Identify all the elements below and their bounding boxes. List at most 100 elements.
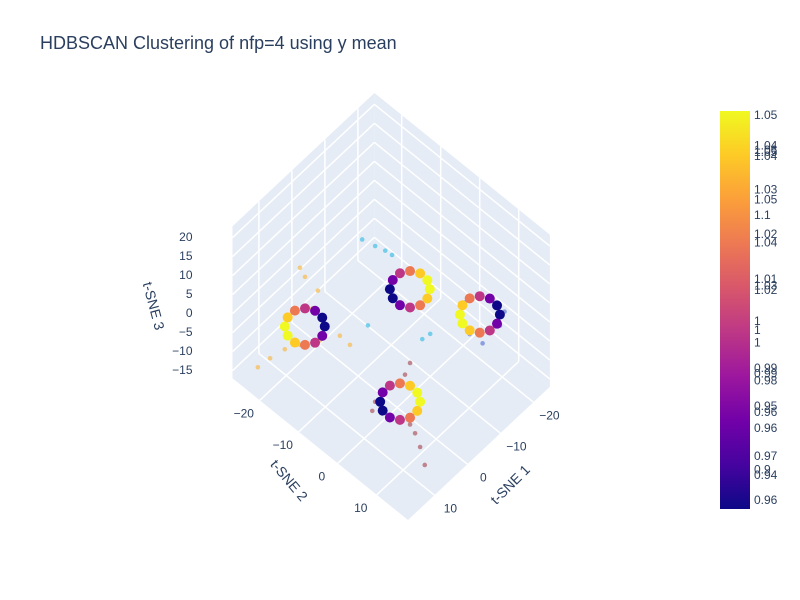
- y-tick-label: 0: [318, 469, 325, 483]
- point: [492, 318, 503, 329]
- point: [289, 305, 300, 316]
- colorbar-tick-label: 0.99: [754, 361, 778, 375]
- point: [382, 248, 388, 253]
- point: [282, 312, 293, 323]
- point: [377, 387, 388, 398]
- point: [464, 325, 475, 336]
- x-axis-title: t-SNE 1: [487, 461, 533, 507]
- point: [365, 323, 371, 328]
- x-tick-label: −10: [506, 439, 527, 453]
- point: [267, 355, 273, 361]
- point: [302, 274, 308, 280]
- colorbar-tick-label: 0.97: [754, 449, 778, 463]
- point: [422, 293, 433, 304]
- point: [387, 275, 398, 286]
- colorbar-tick-label: 1: [754, 323, 761, 337]
- colorbar-tick-label: 0.98: [754, 373, 778, 387]
- z-tick-label: 0: [186, 306, 193, 320]
- colorbar-tick-label: 0.96: [754, 493, 778, 507]
- point: [457, 318, 468, 329]
- point: [405, 302, 416, 313]
- point: [412, 405, 423, 416]
- colorbar-tick-label: 1.02: [754, 227, 778, 241]
- colorbar-tick-label: 0.95: [754, 399, 778, 413]
- point: [422, 275, 433, 286]
- colorbar-tick-label: 0.94: [754, 468, 778, 482]
- point: [480, 341, 485, 346]
- z-tick-label: −15: [172, 363, 193, 377]
- point: [405, 412, 416, 423]
- chart-title: HDBSCAN Clustering of nfp=4 using y mean: [40, 33, 397, 53]
- grid-line: [231, 217, 375, 353]
- y-tick-label: 10: [354, 501, 368, 515]
- grid-line: [373, 198, 551, 342]
- grid-line: [231, 198, 375, 334]
- point: [454, 309, 465, 320]
- colorbar-tick-label: 0.9: [754, 462, 771, 476]
- point: [484, 325, 495, 336]
- point: [424, 284, 435, 295]
- point: [375, 396, 386, 407]
- point: [415, 300, 426, 311]
- z-tick-label: 20: [179, 230, 193, 244]
- grid-line: [337, 329, 481, 464]
- grid-line: [258, 352, 435, 496]
- point: [282, 347, 288, 352]
- colorbar-tick-label: 1.01: [754, 272, 778, 286]
- grid-line: [373, 179, 551, 323]
- z-tick-label: 15: [179, 249, 193, 263]
- wall-pane: [232, 92, 375, 379]
- colorbar: [720, 111, 750, 509]
- grid-line: [231, 103, 375, 239]
- grid-line: [357, 259, 534, 403]
- point: [407, 360, 413, 366]
- point: [369, 408, 375, 414]
- z-axis-title: t-SNE 3: [140, 280, 168, 332]
- point: [394, 378, 405, 389]
- point: [464, 293, 475, 304]
- point: [255, 364, 261, 370]
- point: [372, 243, 378, 249]
- grid-line: [373, 141, 551, 285]
- point: [299, 303, 310, 314]
- point: [474, 291, 485, 302]
- point: [384, 380, 395, 391]
- point: [297, 265, 303, 271]
- point: [492, 300, 503, 311]
- z-tick-label: −10: [172, 344, 193, 358]
- grid-line: [324, 290, 501, 434]
- colorbar-tick-label: 0.96: [754, 421, 778, 435]
- y-tick-label: −20: [234, 406, 255, 420]
- grid-line: [298, 297, 442, 433]
- point: [299, 339, 310, 350]
- y-tick-label: −10: [273, 438, 294, 452]
- point: [422, 462, 428, 468]
- colorbar-tick-label: 1: [754, 314, 761, 328]
- point: [282, 330, 293, 341]
- colorbar-tick-label: 1.05: [754, 108, 778, 122]
- z-tick-label: 5: [186, 287, 193, 301]
- point: [315, 288, 321, 293]
- colorbar-tick-label: 1: [754, 335, 761, 349]
- point: [484, 293, 495, 304]
- point: [405, 380, 416, 391]
- z-tick-label: 10: [179, 268, 193, 282]
- colorbar-tick-label: 1.05: [754, 193, 778, 207]
- grid-line: [376, 360, 520, 496]
- y-axis-title: t-SNE 2: [267, 456, 311, 504]
- point: [310, 305, 321, 316]
- point: [494, 309, 505, 320]
- colorbar-tick-label: 1.03: [754, 278, 778, 292]
- point: [415, 396, 426, 407]
- point: [405, 266, 416, 277]
- colorbar-tick-label: 0.99: [754, 366, 778, 380]
- point: [417, 444, 423, 450]
- grid-line: [231, 141, 375, 277]
- point: [387, 293, 398, 304]
- colorbar-tick-label: 0.96: [754, 405, 778, 419]
- grid-line: [373, 122, 551, 266]
- point: [394, 300, 405, 311]
- colorbar-tick-label: 1.03: [754, 182, 778, 196]
